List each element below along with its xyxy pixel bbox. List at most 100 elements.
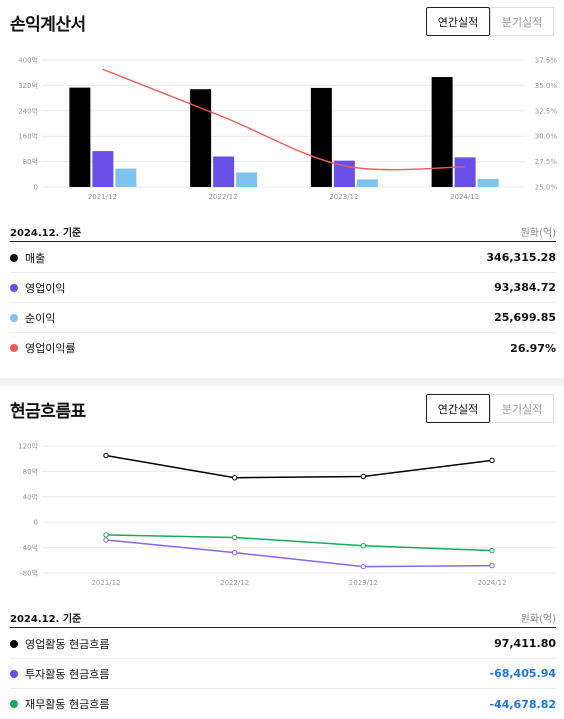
row-value: -44,678.82 bbox=[489, 697, 557, 711]
row-value: 93,384.72 bbox=[494, 281, 556, 294]
data-point bbox=[231, 549, 238, 556]
cashflow-table-header: 2024.12. 기준 원화(억) bbox=[10, 608, 556, 628]
data-point bbox=[360, 563, 367, 570]
row-value: 97,411.80 bbox=[494, 637, 556, 650]
y2-tick-label: 37.5% bbox=[535, 57, 558, 65]
bar-3 bbox=[356, 179, 378, 187]
bar-2 bbox=[213, 156, 235, 187]
legend-dot bbox=[10, 253, 18, 262]
data-point bbox=[103, 532, 109, 538]
row-label: 매출 bbox=[25, 251, 46, 265]
bar-3 bbox=[236, 172, 258, 187]
data-point bbox=[103, 452, 109, 459]
y-tick-label: 160억 bbox=[18, 133, 38, 141]
income-row-net-income: 순이익 25,699.85 bbox=[10, 303, 556, 333]
y-tick-label: 240억 bbox=[18, 107, 38, 115]
row-label: 순이익 bbox=[25, 311, 56, 325]
x-tick-label: 2022/12 bbox=[220, 579, 249, 587]
y-tick-label: 80억 bbox=[23, 468, 38, 476]
row-value: -68,405.94 bbox=[489, 667, 557, 680]
row-label: 재무활동 현금흐름 bbox=[25, 698, 110, 711]
period-toggle: 연간실적 분기실적 bbox=[426, 7, 554, 36]
currency-unit: 원화(억) bbox=[520, 228, 556, 239]
row-label: 투자활동 현금흐름 bbox=[25, 667, 110, 681]
y2-tick-label: 25.0% bbox=[535, 184, 558, 192]
bar-3 bbox=[477, 178, 499, 187]
cashflow-row-financing: 재무활동 현금흐름 -44,678.82 bbox=[10, 689, 556, 719]
annual-tab[interactable]: 연간실적 bbox=[426, 394, 490, 423]
bar-2 bbox=[92, 151, 114, 187]
y2-tick-label: 32.5% bbox=[535, 107, 558, 115]
bar-3 bbox=[115, 168, 137, 187]
cashflow-rows: 영업활동 현금흐름 97,411.80 투자활동 현금흐름 -68,405.94… bbox=[10, 629, 556, 719]
basis-date: 2024.12. 기준 bbox=[10, 614, 82, 625]
series-line-2 bbox=[105, 539, 493, 568]
x-tick-label: 2024/12 bbox=[450, 193, 479, 201]
row-value: 26.97% bbox=[510, 341, 556, 355]
basis-date: 2024.12. 기준 bbox=[10, 228, 82, 239]
y-tick-label: 400억 bbox=[18, 57, 38, 65]
y2-tick-label: 35.0% bbox=[535, 82, 558, 90]
data-point bbox=[231, 534, 238, 541]
quarterly-tab[interactable]: 분기실적 bbox=[490, 7, 554, 36]
y-tick-label: 0 bbox=[34, 184, 38, 192]
income-table-header: 2024.12. 기준 원화(억) bbox=[10, 222, 556, 242]
quarterly-tab[interactable]: 분기실적 bbox=[490, 394, 554, 423]
bar-1 bbox=[69, 87, 91, 187]
legend-dot bbox=[10, 344, 18, 352]
row-label: 영업이익 bbox=[25, 281, 66, 295]
income-row-operating-margin: 영업이익률 26.97% bbox=[10, 333, 556, 363]
income-row-revenue: 매출 346,315.28 bbox=[10, 243, 556, 273]
legend-dot bbox=[10, 700, 18, 708]
cashflow-title: 현금흐름표 bbox=[10, 402, 86, 422]
row-value: 25,699.85 bbox=[494, 311, 556, 324]
operating-margin-line bbox=[102, 68, 465, 171]
bar-1 bbox=[190, 89, 212, 187]
legend-dot bbox=[10, 313, 18, 322]
annual-tab[interactable]: 연간실적 bbox=[426, 7, 490, 36]
row-label: 영업이익률 bbox=[25, 342, 76, 355]
bar-2 bbox=[454, 157, 476, 187]
income-rows: 매출 346,315.28 영업이익 93,384.72 순이익 25,699.… bbox=[10, 243, 556, 363]
y-tick-label: 320억 bbox=[18, 82, 38, 90]
data-point bbox=[360, 473, 367, 480]
section-divider bbox=[0, 378, 564, 386]
cashflow-row-operating: 영업활동 현금흐름 97,411.80 bbox=[10, 629, 556, 659]
x-tick-label: 2021/12 bbox=[91, 579, 120, 587]
series-line-3 bbox=[105, 534, 493, 552]
x-tick-label: 2022/12 bbox=[209, 193, 238, 201]
legend-dot bbox=[10, 669, 18, 678]
row-label: 영업활동 현금흐름 bbox=[25, 637, 110, 651]
x-tick-label: 2021/12 bbox=[88, 193, 117, 201]
data-point bbox=[489, 547, 495, 554]
x-tick-label: 2024/12 bbox=[477, 579, 506, 587]
cashflow-chart: 120억 80억 40억 0 -40억 -80억 2021/12 2022/12 2023/12… bbox=[18, 443, 556, 587]
cashflow-section: 현금흐름표 연간실적 분기실적 120억 80억 40억 0 -40억 -80억 2021/… bbox=[0, 386, 564, 719]
y-tick-label: 80억 bbox=[23, 158, 38, 166]
cashflow-row-investing: 투자활동 현금흐름 -68,405.94 bbox=[10, 659, 556, 689]
x-tick-label: 2023/12 bbox=[349, 579, 378, 587]
y-tick-label: -80억 bbox=[20, 570, 38, 578]
legend-dot bbox=[10, 639, 18, 648]
period-toggle: 연간실적 분기실적 bbox=[426, 394, 554, 423]
currency-unit: 원화(억) bbox=[520, 614, 556, 625]
data-point bbox=[231, 475, 238, 481]
y-tick-label: 120억 bbox=[18, 443, 38, 451]
data-point bbox=[360, 542, 367, 549]
y2-tick-label: 27.5% bbox=[535, 158, 558, 166]
y-tick-label: 40억 bbox=[23, 493, 38, 501]
income-row-operating-profit: 영업이익 93,384.72 bbox=[10, 273, 556, 303]
x-tick-label: 2023/12 bbox=[329, 193, 358, 201]
data-point bbox=[489, 457, 495, 464]
legend-dot bbox=[10, 283, 18, 292]
y-tick-label: 0 bbox=[34, 519, 38, 527]
income-statement-title: 손익계산서 bbox=[10, 15, 86, 35]
series-line-1 bbox=[105, 454, 493, 479]
bar-1 bbox=[431, 77, 453, 187]
bar-1 bbox=[310, 87, 332, 187]
income-statement-section: 손익계산서 연간실적 분기실적 400억 320억 240억 160억 80억 0 37.5… bbox=[10, 7, 558, 363]
data-point bbox=[489, 562, 495, 569]
row-value: 346,315.28 bbox=[486, 251, 556, 264]
y-tick-label: -40억 bbox=[20, 544, 38, 552]
y2-tick-label: 30.0% bbox=[535, 133, 558, 141]
